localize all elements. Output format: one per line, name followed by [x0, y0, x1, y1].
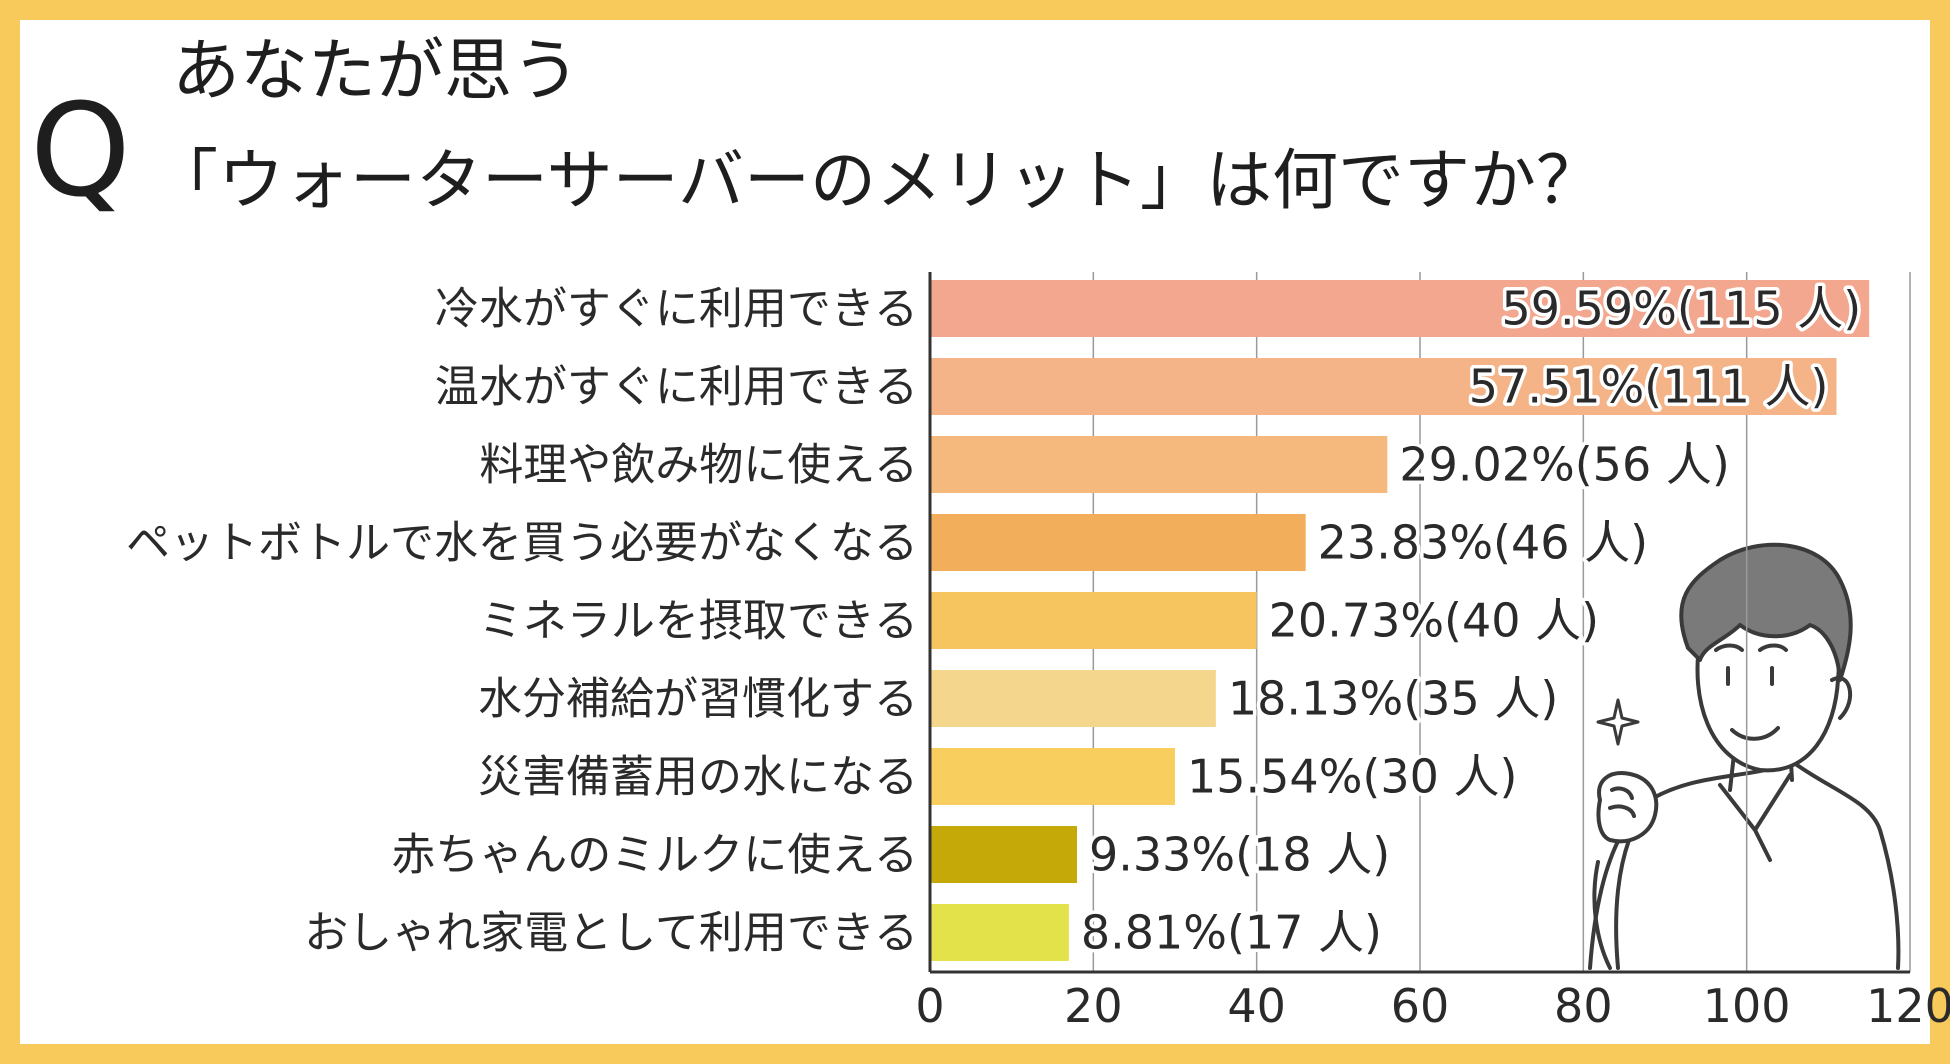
labels: 0 20 40 60 80 100 120 冷水がすぐに利用できる 59.59%(115 人) 温… [126, 278, 1950, 1033]
value-label-7: 15.54%(30 人) [1187, 750, 1517, 804]
category-label-7: 災害備蓄用の水になる [478, 752, 918, 803]
value-label-2: 57.51%(111 人) [1469, 360, 1829, 414]
bar-4 [930, 514, 1306, 571]
category-label-6: 水分補給が習慣化する [478, 674, 918, 725]
value-label-3: 29.02%(56 人) [1399, 438, 1729, 492]
bar-9 [930, 904, 1069, 961]
category-label-3: 料理や飲み物に使える [479, 440, 918, 491]
value-label-6: 18.13%(35 人) [1228, 672, 1558, 726]
bar-6 [930, 670, 1216, 727]
bar-1 [930, 280, 1870, 337]
value-label-8: 9.33%(18 人) [1089, 828, 1390, 882]
axes [928, 272, 1910, 974]
bar-5 [930, 592, 1257, 649]
value-label-1: 59.59%(115 人) [1501, 282, 1861, 336]
x-tick-label-80: 80 [1554, 979, 1613, 1033]
category-label-5: ミネラルを摂取できる [479, 596, 918, 647]
value-label-9: 8.81%(17 人) [1081, 906, 1382, 960]
category-label-8: 赤ちゃんのミルクに使える [391, 830, 918, 881]
category-label-9: おしゃれ家電として利用できる [304, 908, 918, 959]
chart-title-line2: 「ウォーターサーバーのメリット」は何ですか？ [152, 142, 1603, 219]
bar-2 [930, 358, 1837, 415]
chart-title-line1: あなたが思う [172, 32, 581, 111]
value-label-5: 20.73%(40 人) [1269, 594, 1599, 648]
bar-8 [930, 826, 1077, 883]
x-tick-label-100: 100 [1703, 979, 1791, 1033]
category-label-4: ペットボトルで水を買う必要がなくなる [126, 518, 918, 569]
category-label-1: 冷水がすぐに利用できる [435, 284, 918, 335]
bars [930, 280, 1870, 961]
x-tick-label-60: 60 [1391, 979, 1450, 1033]
x-tick-label-0: 0 [915, 979, 944, 1033]
x-tick-label-40: 40 [1227, 979, 1286, 1033]
x-tick-label-120: 120 [1866, 979, 1950, 1033]
bar-3 [930, 436, 1388, 493]
question-mark-letter: Q [30, 77, 131, 226]
category-label-2: 温水がすぐに利用できる [435, 362, 918, 413]
bar-7 [930, 748, 1175, 805]
x-tick-label-20: 20 [1064, 979, 1123, 1033]
value-label-4: 23.83%(46 人) [1318, 516, 1648, 570]
